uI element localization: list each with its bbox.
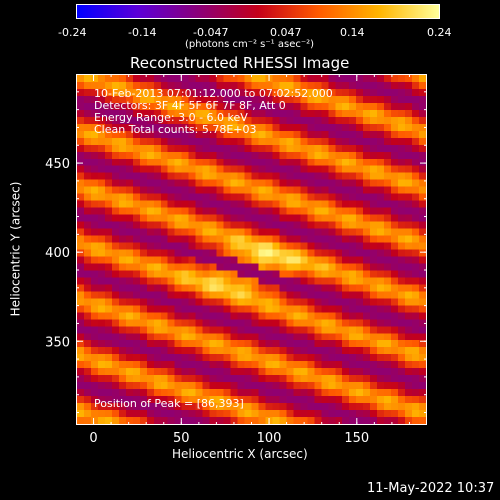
x-axis-label: Heliocentric X (arcsec) <box>172 447 308 461</box>
x-tick-label: 50 <box>173 431 190 446</box>
y-tick-label: 450 <box>45 157 70 172</box>
detectors-annotation: Detectors: 3F 4F 5F 6F 7F 8F, Att 0 <box>94 99 286 112</box>
x-tick-label: 0 <box>89 431 97 446</box>
colorbar-tick: 0.24 <box>427 26 452 39</box>
heatmap-image <box>77 75 426 424</box>
y-axis-label: Heliocentric Y (arcsec) <box>8 181 23 317</box>
x-tick-label: 100 <box>257 431 282 446</box>
footer-timestamp: 11-May-2022 10:37 <box>367 481 495 496</box>
clean-counts-annotation: Clean Total counts: 5.78E+03 <box>94 123 257 136</box>
colorbar-unit-label: (photons cm⁻² s⁻¹ asec⁻²) <box>185 39 315 50</box>
y-tick-label: 400 <box>45 246 70 261</box>
colorbar <box>76 4 440 19</box>
colorbar-tick: 0.047 <box>270 26 302 39</box>
y-tick-label: 350 <box>45 335 70 350</box>
colorbar-tick: -0.24 <box>58 26 87 39</box>
colorbar-tick: -0.14 <box>128 26 157 39</box>
peak-position-annotation: Position of Peak = [86,393] <box>94 397 244 410</box>
x-tick-label: 150 <box>344 431 369 446</box>
energy-range-annotation: Energy Range: 3.0 - 6.0 keV <box>94 111 248 124</box>
colorbar-tick: 0.14 <box>340 26 365 39</box>
chart-title: Reconstructed RHESSI Image <box>130 54 350 72</box>
time-range-annotation: 10-Feb-2013 07:01:12.000 to 07:02:52.000 <box>94 87 333 100</box>
colorbar-tick: -0.047 <box>193 26 229 39</box>
